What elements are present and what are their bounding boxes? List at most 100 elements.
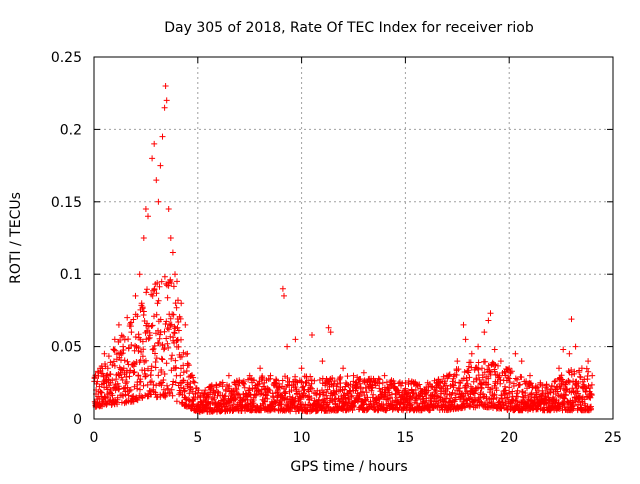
- scatter-point: [134, 385, 141, 392]
- scatter-point: [576, 369, 583, 376]
- scatter-point: [138, 300, 145, 307]
- scatter-point: [132, 334, 139, 340]
- scatter-point: [159, 133, 166, 140]
- scatter-point: [510, 380, 517, 387]
- scatter-point: [571, 370, 578, 377]
- scatter-point: [132, 292, 139, 299]
- scatter-point: [149, 346, 156, 353]
- scatter-point: [514, 376, 521, 383]
- scatter-point: [192, 390, 199, 397]
- scatter-point: [169, 249, 176, 256]
- scatter-point: [309, 332, 315, 338]
- scatter-point: [433, 379, 440, 386]
- scatter-point: [549, 382, 555, 389]
- scatter-point: [168, 386, 175, 393]
- scatter-point: [133, 396, 140, 403]
- scatter-point: [111, 347, 118, 354]
- scatter-point: [160, 346, 167, 353]
- scatter-point: [553, 384, 560, 391]
- scatter-point: [111, 336, 118, 343]
- scatter-point: [572, 343, 579, 350]
- scatter-point: [555, 399, 562, 406]
- scatter-point: [148, 363, 155, 370]
- scatter-point: [513, 398, 520, 405]
- scatter-point: [296, 388, 302, 395]
- scatter-point: [156, 283, 163, 290]
- scatter-point: [261, 398, 267, 404]
- scatter-point: [131, 369, 138, 375]
- scatter-point: [163, 318, 170, 325]
- scatter-point: [275, 384, 282, 391]
- scatter-point: [379, 379, 386, 386]
- scatter-point: [137, 378, 144, 385]
- scatter-point: [172, 365, 179, 372]
- scatter-point: [493, 387, 500, 394]
- scatter-point: [153, 290, 160, 297]
- scatter-point: [174, 278, 180, 285]
- scatter-point: [472, 397, 479, 404]
- scatter-point: [100, 373, 107, 380]
- scatter-point: [493, 394, 500, 401]
- scatter-point: [165, 344, 172, 351]
- scatter-point: [329, 375, 336, 381]
- scatter-point: [107, 371, 114, 378]
- scatter-point: [568, 316, 575, 323]
- scatter-point: [368, 385, 375, 392]
- scatter-point: [155, 340, 162, 347]
- scatter-point: [259, 375, 266, 382]
- scatter-point: [153, 311, 160, 318]
- scatter-point: [334, 381, 341, 388]
- scatter-point: [103, 401, 110, 408]
- tick-labels-layer: 0 5 10 15 20 25 0 0.05 0.1 0.15 0.2 0.25: [51, 50, 622, 446]
- scatter-point: [180, 369, 187, 376]
- scatter-point: [118, 332, 125, 339]
- scatter-point: [128, 342, 135, 348]
- scatter-point: [522, 392, 529, 399]
- scatter-point: [257, 365, 264, 372]
- scatter-point: [556, 365, 562, 372]
- y-tick-label: 0.2: [60, 122, 82, 138]
- scatter-point: [130, 360, 137, 367]
- scatter-point: [465, 395, 472, 401]
- scatter-point: [575, 383, 582, 390]
- scatter-point: [184, 350, 191, 357]
- scatter-point: [528, 380, 534, 387]
- scatter-point: [462, 384, 469, 391]
- scatter-point: [173, 364, 180, 371]
- scatter-point: [509, 388, 516, 395]
- scatter-point: [175, 327, 182, 334]
- scatter-point: [380, 401, 387, 408]
- scatter-point: [137, 357, 144, 364]
- scatter-point: [432, 389, 439, 396]
- scatter-point: [119, 350, 126, 357]
- scatter-point: [293, 378, 300, 385]
- scatter-point: [348, 393, 355, 400]
- scatter-point: [504, 394, 511, 401]
- scatter-point: [149, 322, 156, 329]
- scatter-point: [414, 395, 420, 402]
- scatter-point: [588, 405, 594, 412]
- scatter-point: [152, 350, 158, 357]
- scatter-point: [168, 280, 175, 286]
- scatter-point: [213, 384, 220, 391]
- scatter-point: [319, 358, 326, 365]
- scatter-point: [135, 345, 142, 351]
- scatter-point: [158, 382, 165, 389]
- scatter-point: [308, 377, 315, 384]
- scatter-point: [543, 395, 549, 402]
- scatter-point: [153, 382, 160, 389]
- scatter-point: [172, 357, 179, 364]
- x-tick-label: 15: [396, 430, 414, 446]
- scatter-point: [104, 371, 111, 378]
- scatter-point: [134, 397, 141, 404]
- scatter-point: [177, 315, 184, 322]
- scatter-point: [115, 383, 122, 390]
- scatter-point: [178, 336, 184, 343]
- scatter-point: [195, 387, 202, 394]
- scatter-point: [111, 362, 118, 369]
- scatter-point: [154, 279, 161, 286]
- scatter-point: [545, 394, 552, 401]
- scatter-point: [323, 392, 330, 399]
- scatter-point: [443, 372, 450, 379]
